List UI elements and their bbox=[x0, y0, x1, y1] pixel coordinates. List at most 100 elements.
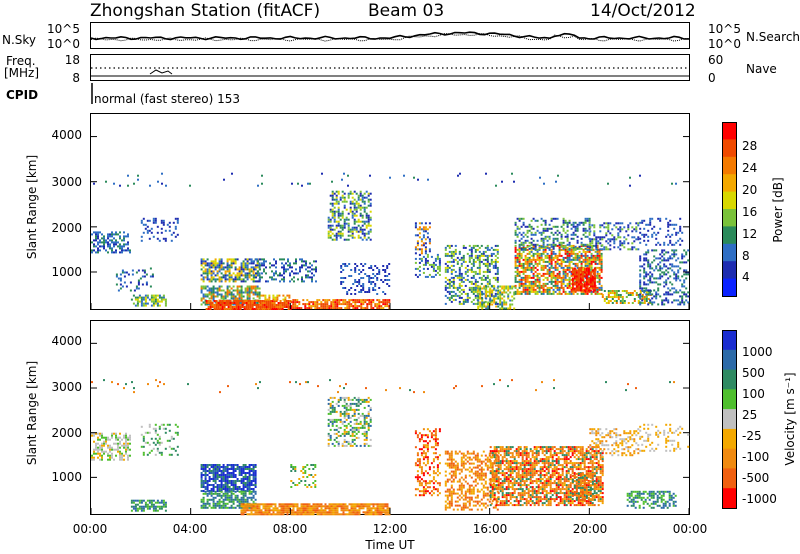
power-cell bbox=[304, 305, 307, 308]
power-cell bbox=[216, 293, 219, 296]
power-cell bbox=[347, 174, 349, 177]
power-cell bbox=[258, 272, 261, 275]
power-cell bbox=[341, 234, 344, 237]
power-cell bbox=[210, 260, 213, 263]
power-cell bbox=[507, 289, 510, 292]
power-cell bbox=[499, 307, 502, 310]
power-cell bbox=[218, 258, 221, 261]
power-cell bbox=[262, 294, 265, 297]
power-cell bbox=[341, 194, 344, 197]
power-cell bbox=[625, 238, 628, 241]
power-cell bbox=[287, 258, 289, 261]
power-cell bbox=[568, 248, 571, 251]
power-cell bbox=[587, 271, 590, 274]
velocity-cell bbox=[208, 464, 211, 466]
power-cell bbox=[536, 278, 539, 281]
power-cell bbox=[659, 273, 662, 276]
power-cell bbox=[591, 224, 594, 227]
power-cell bbox=[414, 257, 417, 260]
power-cell bbox=[261, 258, 263, 261]
power-cell bbox=[226, 274, 229, 277]
power-cell bbox=[524, 280, 527, 283]
power-cell bbox=[326, 303, 329, 306]
power-cell bbox=[265, 302, 268, 304]
power-cell bbox=[340, 267, 343, 269]
power-cell bbox=[631, 246, 634, 249]
power-cell bbox=[639, 290, 642, 292]
power-cell bbox=[362, 287, 365, 289]
velocity-cell bbox=[254, 482, 257, 484]
power-cell bbox=[562, 278, 565, 281]
power-cell bbox=[593, 269, 596, 272]
power-cell bbox=[585, 279, 588, 282]
power-cell bbox=[309, 182, 311, 185]
power-cell bbox=[651, 293, 654, 296]
power-cell bbox=[497, 305, 500, 308]
power-cell bbox=[585, 283, 588, 286]
power-cell bbox=[347, 226, 350, 229]
power-cell bbox=[588, 258, 591, 261]
velocity-cell bbox=[272, 507, 275, 510]
power-cell bbox=[332, 307, 335, 310]
power-cell bbox=[426, 261, 429, 264]
power-cell bbox=[452, 298, 455, 301]
power-cell bbox=[571, 279, 574, 282]
power-cell bbox=[513, 293, 516, 296]
power-cell bbox=[514, 239, 517, 242]
velocity-cell bbox=[125, 450, 127, 453]
power-cell bbox=[587, 287, 590, 290]
velocity-cell bbox=[244, 466, 247, 468]
power-cell bbox=[639, 227, 642, 230]
power-cell bbox=[470, 248, 473, 251]
velocity-cell bbox=[252, 503, 255, 506]
power-cell bbox=[497, 297, 500, 300]
power-cell bbox=[578, 223, 581, 226]
power-cell bbox=[673, 249, 676, 252]
power-cell bbox=[298, 307, 301, 310]
power-cell bbox=[221, 308, 224, 310]
power-cell bbox=[250, 270, 253, 273]
power-cell bbox=[544, 237, 547, 240]
power-cell bbox=[562, 280, 565, 283]
velocity-cell bbox=[268, 505, 271, 508]
power-cell bbox=[582, 248, 585, 251]
power-cell bbox=[526, 225, 529, 228]
power-cell bbox=[452, 286, 455, 289]
power-cell bbox=[643, 277, 646, 280]
velocity-cell bbox=[214, 476, 217, 478]
power-cell bbox=[224, 278, 227, 281]
power-cell bbox=[344, 265, 347, 267]
velocity-cell bbox=[254, 490, 257, 493]
power-cell bbox=[490, 254, 493, 257]
power-cell bbox=[681, 257, 684, 260]
power-cell bbox=[414, 248, 417, 251]
power-cell bbox=[263, 268, 265, 271]
velocity-cell bbox=[138, 499, 141, 502]
velocity-cell bbox=[232, 470, 235, 472]
power-cell bbox=[287, 268, 289, 271]
power-cell bbox=[214, 262, 217, 265]
power-cell bbox=[558, 231, 561, 234]
power-cell bbox=[370, 281, 373, 283]
power-cell bbox=[530, 227, 533, 230]
power-cell bbox=[350, 303, 353, 306]
velocity-cell bbox=[230, 496, 233, 499]
velocity-cell bbox=[214, 474, 217, 476]
power-cell bbox=[603, 226, 606, 229]
power-cell bbox=[352, 305, 355, 308]
power-cell bbox=[236, 278, 239, 281]
velocity-cell bbox=[230, 506, 233, 509]
power-cell bbox=[603, 236, 606, 239]
power-cell bbox=[675, 265, 678, 268]
power-cell bbox=[158, 296, 161, 299]
power-cell bbox=[342, 299, 345, 302]
power-cell bbox=[659, 275, 662, 278]
power-cell bbox=[344, 299, 347, 302]
power-cell bbox=[327, 216, 330, 219]
power-cell bbox=[376, 293, 379, 295]
power-cell bbox=[141, 283, 144, 286]
power-cell bbox=[200, 289, 203, 292]
power-cell bbox=[667, 267, 670, 270]
power-cell bbox=[329, 228, 332, 231]
power-cell bbox=[334, 305, 337, 308]
